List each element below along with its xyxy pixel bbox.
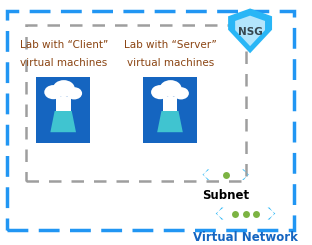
Circle shape xyxy=(151,85,169,99)
Circle shape xyxy=(66,87,82,99)
Polygon shape xyxy=(202,170,209,180)
Polygon shape xyxy=(56,97,71,111)
Text: Subnet: Subnet xyxy=(202,189,249,202)
Polygon shape xyxy=(268,208,275,220)
Text: virtual machines: virtual machines xyxy=(20,58,108,68)
Circle shape xyxy=(160,80,182,97)
Text: Lab with “Client”: Lab with “Client” xyxy=(20,40,108,50)
Polygon shape xyxy=(163,97,177,111)
Polygon shape xyxy=(228,9,272,53)
Text: NSG: NSG xyxy=(238,27,262,37)
Text: virtual machines: virtual machines xyxy=(127,58,214,68)
Circle shape xyxy=(44,85,63,99)
Bar xyxy=(143,77,197,143)
Polygon shape xyxy=(157,111,183,132)
Polygon shape xyxy=(216,208,223,220)
Text: Virtual Network: Virtual Network xyxy=(193,231,298,244)
Circle shape xyxy=(173,87,189,99)
Bar xyxy=(37,77,90,143)
Polygon shape xyxy=(235,16,265,46)
Circle shape xyxy=(53,80,75,97)
Text: Lab with “Server”: Lab with “Server” xyxy=(124,40,217,50)
Polygon shape xyxy=(242,170,249,180)
Bar xyxy=(26,25,246,181)
Polygon shape xyxy=(50,111,76,132)
